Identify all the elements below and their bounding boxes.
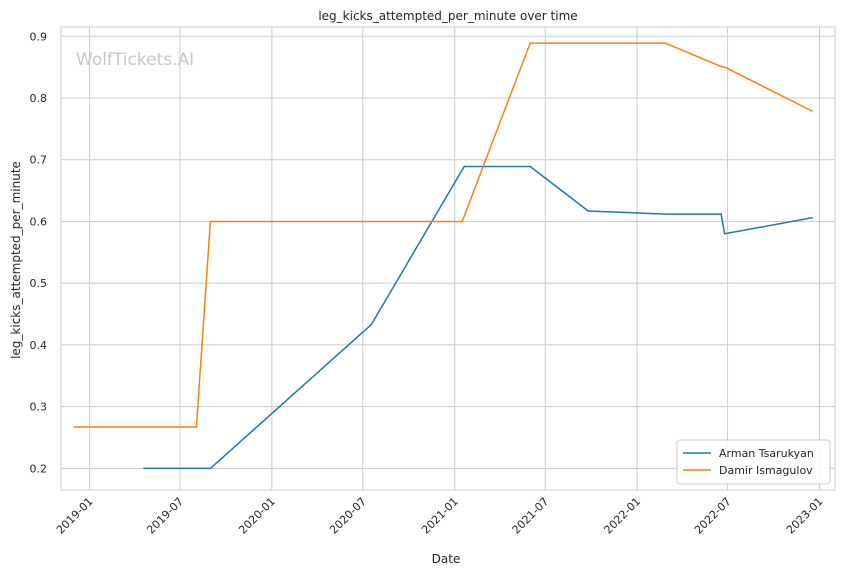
- y-tick-label: 0.7: [30, 154, 48, 167]
- data-point: [73, 426, 76, 428]
- y-axis-label: leg_kicks_attempted_per_minute: [9, 161, 23, 359]
- y-tick-label: 0.5: [30, 277, 48, 290]
- data-point: [723, 66, 726, 68]
- chart-title: leg_kicks_attempted_per_minute over time: [318, 9, 577, 23]
- data-point: [195, 426, 198, 428]
- data-point: [370, 323, 373, 326]
- data-point: [529, 42, 531, 44]
- data-point: [664, 213, 666, 215]
- data-point: [463, 165, 466, 168]
- data-point: [209, 467, 212, 470]
- data-point: [461, 220, 464, 223]
- y-axis-ticks: 0.2 0.3 0.4 0.5 0.6 0.7 0.8 0.9: [30, 30, 48, 475]
- data-point: [209, 220, 212, 223]
- y-tick-label: 0.4: [30, 339, 48, 352]
- y-tick-label: 0.6: [30, 215, 48, 228]
- data-point: [720, 213, 722, 215]
- y-tick-label: 0.2: [30, 462, 48, 475]
- data-point: [664, 42, 666, 44]
- legend: Arman Tsarukyan Damir Ismagulov: [676, 439, 831, 485]
- data-point: [811, 110, 813, 112]
- data-point: [587, 210, 589, 212]
- data-point: [720, 65, 722, 68]
- legend-label: Arman Tsarukyan: [719, 447, 814, 460]
- series-layer: [73, 42, 813, 470]
- legend-label: Damir Ismagulov: [719, 464, 813, 477]
- data-point: [811, 216, 813, 219]
- y-tick-label: 0.9: [30, 30, 48, 43]
- series-line-arman-tsarukyan: [143, 165, 813, 470]
- x-axis-label: Date: [432, 552, 461, 566]
- watermark: WolfTickets.AI: [76, 50, 194, 70]
- legend-box: [676, 439, 831, 485]
- y-tick-label: 0.3: [30, 401, 48, 414]
- y-tick-label: 0.8: [30, 92, 48, 105]
- plot-frame: [60, 26, 836, 491]
- data-point: [143, 467, 145, 470]
- data-point: [723, 233, 726, 235]
- data-point: [529, 165, 531, 168]
